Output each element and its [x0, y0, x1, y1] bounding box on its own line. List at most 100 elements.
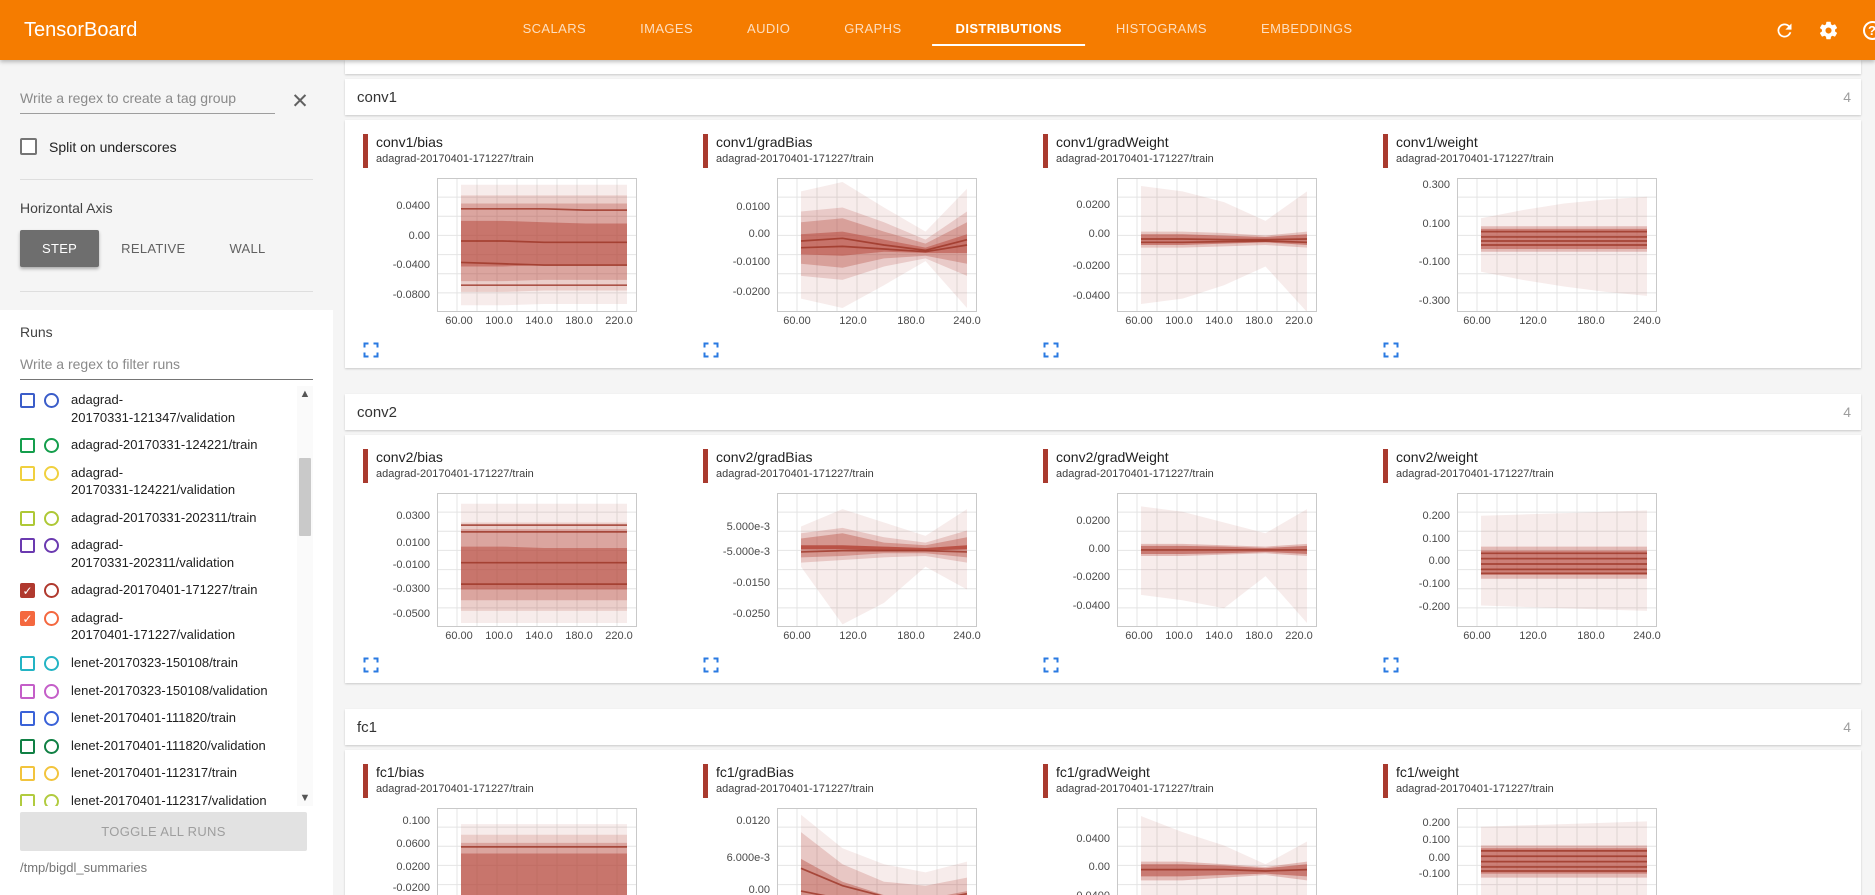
tab-embeddings[interactable]: EMBEDDINGS: [1261, 21, 1353, 36]
checkbox-checked-icon[interactable]: ✓: [20, 610, 35, 626]
x-tick-label: 100.0: [485, 630, 513, 642]
x-tick-label: 240.0: [953, 630, 981, 642]
scroll-down-icon[interactable]: ▼: [299, 792, 311, 804]
radio-icon[interactable]: [44, 711, 59, 727]
chart-run-name: adagrad-20170401-171227/train: [376, 468, 534, 480]
radio-icon[interactable]: [44, 465, 59, 481]
run-item[interactable]: lenet-20170323-150108/validation: [20, 677, 291, 705]
run-item[interactable]: adagrad-20170331-124221/train: [20, 431, 291, 459]
expand-chart-icon[interactable]: [703, 657, 719, 673]
expand-chart-icon[interactable]: [1383, 657, 1399, 673]
y-tick-label: -5.000e-3: [722, 545, 770, 558]
run-item[interactable]: ✓ adagrad- 20170401-171227/validation: [20, 604, 291, 649]
tab-audio[interactable]: AUDIO: [747, 21, 791, 36]
chart-header: conv2/gradBias adagrad-20170401-171227/tr…: [703, 449, 1043, 483]
run-item[interactable]: adagrad-20170331-202311/train: [20, 504, 291, 532]
x-tick-label: 120.0: [839, 315, 867, 327]
scroll-up-icon[interactable]: ▲: [299, 388, 311, 400]
help-icon[interactable]: ?: [1861, 19, 1875, 41]
y-tick-label: -0.200: [1418, 600, 1450, 613]
run-item[interactable]: adagrad- 20170331-124221/validation: [20, 459, 291, 504]
y-tick-label: 0.00: [1428, 851, 1450, 864]
axis-button-relative[interactable]: RELATIVE: [121, 241, 186, 256]
checkbox-icon[interactable]: [20, 738, 35, 754]
run-item[interactable]: lenet-20170401-111820/train: [20, 704, 291, 732]
expand-chart-icon[interactable]: [1043, 342, 1059, 358]
tab-distributions[interactable]: DISTRIBUTIONS: [929, 0, 1089, 60]
chart-title: fc1/gradWeight: [1056, 764, 1150, 780]
y-tick-label: 0.0300: [396, 509, 430, 522]
expand-chart-icon[interactable]: [1383, 342, 1399, 358]
checkbox-icon[interactable]: [20, 438, 35, 454]
chart-run-name: adagrad-20170401-171227/train: [716, 153, 874, 165]
checkbox-icon[interactable]: [20, 393, 35, 408]
tab-histograms[interactable]: HISTOGRAMS: [1115, 21, 1208, 36]
checkbox-icon[interactable]: [20, 656, 35, 672]
close-icon[interactable]: ✕: [291, 89, 309, 113]
chart-header: conv1/gradWeight adagrad-20170401-171227/…: [1043, 134, 1383, 168]
expand-chart-icon[interactable]: [703, 342, 719, 358]
y-tick-label: 0.0400: [396, 200, 430, 213]
radio-icon[interactable]: [44, 766, 59, 782]
runs-filter-input[interactable]: [20, 352, 313, 380]
checkbox-icon[interactable]: [20, 766, 35, 782]
section-header-conv1[interactable]: conv1 4: [345, 79, 1861, 115]
tab-scalars[interactable]: SCALARS: [522, 21, 587, 36]
refresh-icon[interactable]: [1773, 19, 1795, 41]
run-item[interactable]: lenet-20170401-111820/validation: [20, 732, 291, 760]
checkbox-icon[interactable]: [20, 711, 35, 727]
tab-graphs[interactable]: GRAPHS: [844, 21, 902, 36]
toggle-all-runs-button[interactable]: TOGGLE ALL RUNS: [20, 812, 307, 851]
y-tick-label: 0.00: [748, 883, 770, 895]
y-axis-ticks: 0.300 0.100 -0.100 -0.300: [1383, 178, 1457, 312]
run-item[interactable]: adagrad- 20170331-202311/validation: [20, 531, 291, 576]
tag-regex-input[interactable]: [20, 86, 275, 114]
run-item[interactable]: adagrad- 20170331-121347/validation: [20, 386, 291, 431]
run-item[interactable]: ✓ adagrad-20170401-171227/train: [20, 576, 291, 604]
checkbox-icon[interactable]: [20, 793, 35, 806]
section-header-conv2[interactable]: conv2 4: [345, 394, 1861, 430]
chart-header: conv2/weight adagrad-20170401-171227/trai…: [1383, 449, 1723, 483]
checkbox-icon[interactable]: [20, 465, 35, 481]
chart-card-conv2-gradBias: conv2/gradBias adagrad-20170401-171227/tr…: [703, 449, 1043, 673]
checkbox-icon[interactable]: [20, 683, 35, 699]
expand-chart-icon[interactable]: [1043, 657, 1059, 673]
radio-icon[interactable]: [44, 538, 59, 554]
radio-icon[interactable]: [44, 793, 59, 806]
axis-button-wall[interactable]: WALL: [229, 241, 266, 256]
radio-icon[interactable]: [44, 683, 59, 699]
x-tick-label: 180.0: [1577, 315, 1605, 327]
expand-chart-icon[interactable]: [363, 342, 379, 358]
x-axis-ticks: 60.00 120.0 180.0 240.0: [777, 312, 981, 329]
radio-icon[interactable]: [44, 438, 59, 454]
checkbox-icon[interactable]: [20, 510, 35, 526]
run-item[interactable]: lenet-20170401-112317/train: [20, 759, 291, 787]
radio-icon[interactable]: [44, 738, 59, 754]
y-tick-label: 6.000e-3: [726, 851, 770, 864]
run-item[interactable]: lenet-20170323-150108/train: [20, 649, 291, 677]
y-tick-label: -0.100: [1418, 867, 1450, 880]
x-axis-ticks: 60.00 100.0 140.0 180.0 220.0: [437, 312, 637, 329]
checkbox-checked-icon[interactable]: ✓: [20, 583, 35, 599]
run-item[interactable]: lenet-20170401-112317/validation: [20, 787, 291, 806]
distribution-plot: [777, 493, 977, 627]
split-underscores-checkbox[interactable]: Split on underscores: [20, 138, 313, 155]
section-body-conv2: conv2/bias adagrad-20170401-171227/train 0…: [345, 435, 1861, 683]
radio-icon[interactable]: [44, 583, 59, 599]
checkbox-icon[interactable]: [20, 538, 35, 554]
y-axis-ticks: 0.0400 0.00 -0.0400: [1043, 808, 1117, 895]
expand-chart-icon[interactable]: [363, 657, 379, 673]
radio-icon[interactable]: [44, 393, 59, 408]
scrollbar-thumb[interactable]: [299, 458, 311, 536]
runs-scrollbar[interactable]: ▲ ▼: [297, 386, 313, 806]
radio-icon[interactable]: [44, 656, 59, 672]
radio-icon[interactable]: [44, 610, 59, 626]
y-tick-label: -0.0400: [1072, 599, 1110, 612]
settings-icon[interactable]: [1817, 19, 1839, 41]
radio-icon[interactable]: [44, 510, 59, 526]
y-tick-label: 0.200: [1422, 816, 1450, 829]
tab-images[interactable]: IMAGES: [640, 21, 694, 36]
chart-card-conv1-weight: conv1/weight adagrad-20170401-171227/trai…: [1383, 134, 1723, 358]
section-header-fc1[interactable]: fc1 4: [345, 709, 1861, 745]
axis-button-step[interactable]: STEP: [20, 230, 100, 267]
